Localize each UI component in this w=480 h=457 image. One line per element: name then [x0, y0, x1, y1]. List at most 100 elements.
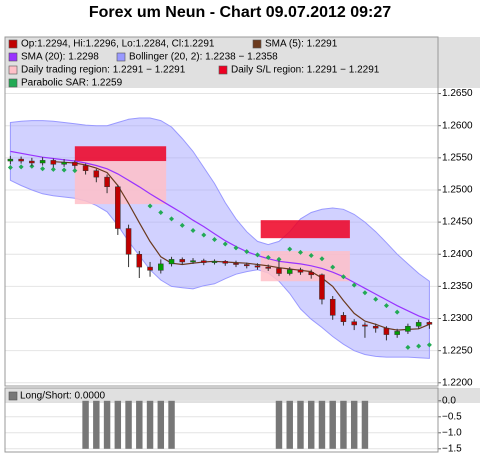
sar-point — [416, 343, 422, 349]
candle-body — [29, 160, 35, 164]
legend-swatch — [8, 391, 18, 401]
candle-body — [243, 264, 250, 267]
bar — [114, 400, 122, 449]
sar-point — [297, 249, 303, 255]
sar-point — [426, 342, 432, 348]
sar-point — [308, 253, 314, 259]
candle-body — [329, 298, 336, 316]
candle-body — [72, 162, 78, 166]
candle-body — [39, 160, 46, 164]
candle-body — [383, 327, 390, 335]
plot-background — [4, 36, 439, 387]
candle-body — [179, 259, 186, 263]
bar — [350, 400, 358, 449]
bar — [157, 400, 165, 449]
legend-label: Long/Short: 0.0000 — [20, 391, 106, 402]
candle-body — [254, 265, 261, 268]
bar — [93, 400, 100, 449]
candle-body — [190, 260, 196, 263]
y-tick-label: 1.2600 — [442, 120, 473, 131]
legend-swatch — [8, 52, 18, 62]
region — [74, 146, 167, 162]
candle-body — [308, 271, 314, 276]
legend-label: SMA (5): 1.2291 — [265, 39, 338, 50]
candle-body — [158, 263, 164, 271]
sar-point — [394, 309, 400, 315]
legend-swatch — [8, 65, 18, 75]
candle-body — [340, 315, 347, 322]
sar-point — [373, 296, 379, 302]
candle-body — [415, 322, 422, 327]
y-tick-label: 1.2400 — [442, 249, 473, 260]
bar — [125, 400, 132, 449]
sar-point — [233, 245, 239, 251]
y-tick-label: 1.2450 — [442, 217, 473, 228]
sar-point — [244, 249, 250, 255]
candle-body — [351, 321, 357, 326]
bar — [297, 400, 304, 449]
legend-label: Parabolic SAR: 1.2259 — [21, 78, 123, 89]
region — [260, 251, 350, 282]
bar — [146, 400, 154, 449]
sar-point — [179, 222, 185, 228]
plot-frame — [4, 387, 439, 453]
candle-body — [265, 266, 271, 269]
y-tick-label: 1.2550 — [442, 152, 473, 163]
sar-point — [72, 168, 78, 174]
candle-body — [405, 325, 411, 332]
y-tick-label: 1.2500 — [442, 185, 473, 196]
candle-body — [222, 261, 229, 264]
bar — [136, 400, 143, 449]
candle-body — [82, 165, 89, 171]
y-tick-label: −1.5 — [442, 443, 462, 454]
legend-swatch — [218, 65, 228, 75]
candle-body — [18, 158, 24, 162]
sar-point — [222, 241, 228, 247]
candle-body — [276, 268, 282, 274]
sar-point — [147, 203, 153, 209]
candle-body — [7, 158, 14, 162]
candle-body — [50, 160, 57, 165]
y-tick-label: 1.2650 — [442, 88, 473, 99]
candle-body — [362, 324, 368, 327]
legend-swatch — [8, 78, 18, 88]
legend-swatch — [116, 52, 126, 62]
legend-swatch — [8, 39, 18, 49]
sar-point — [169, 216, 175, 222]
candle-body — [104, 176, 110, 188]
legend-background — [5, 388, 480, 403]
sar-point — [190, 227, 196, 233]
region — [260, 220, 350, 239]
candle-body — [286, 269, 293, 274]
candle-body — [233, 262, 239, 265]
sar-point — [340, 274, 346, 280]
candle-body — [61, 162, 67, 165]
sar-point — [287, 246, 293, 252]
sar-point — [276, 256, 282, 262]
candle-body — [136, 253, 143, 268]
sar-point — [254, 252, 260, 258]
candle-body — [93, 170, 100, 178]
bar — [275, 400, 283, 449]
candle-body — [426, 322, 433, 325]
candle-body — [115, 186, 121, 229]
y-tick-label: 1.2300 — [442, 313, 473, 324]
indicator-line — [53, 161, 430, 331]
bar — [361, 400, 369, 449]
candle-body — [168, 259, 175, 265]
plot-frame — [4, 36, 439, 387]
candle-body — [201, 260, 207, 263]
candle-body — [372, 325, 379, 329]
legend-label: Daily S/L region: 1.2291 − 1.2291 — [231, 65, 380, 76]
y-tick-label: −1.0 — [442, 427, 462, 438]
sar-point — [351, 282, 357, 288]
legend-background — [5, 37, 480, 88]
sar-point — [330, 264, 336, 270]
sar-point — [212, 236, 218, 242]
bar — [318, 400, 326, 449]
y-tick-label: 1.2350 — [442, 281, 473, 292]
y-tick-label: −0.5 — [442, 411, 462, 422]
sar-point — [405, 344, 411, 350]
bar — [103, 400, 111, 449]
